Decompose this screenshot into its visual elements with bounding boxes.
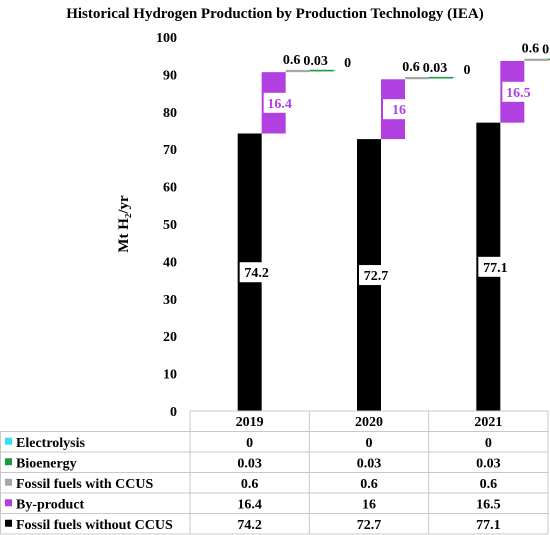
table-cell: 74.2	[237, 518, 262, 533]
data-label-by-product: 16	[392, 103, 406, 118]
chart-title: Historical Hydrogen Production by Produc…	[66, 6, 484, 22]
table-cell: 0	[366, 436, 373, 451]
table-cell: 0	[246, 436, 253, 451]
data-label-bioenergy: 0.03	[542, 43, 550, 58]
legend-label: Bioenergy	[16, 456, 77, 471]
data-label-bioenergy: 0.03	[423, 61, 448, 76]
data-label-ccus: 0.6	[522, 42, 540, 57]
data-label-box	[239, 262, 274, 283]
table-cell: 72.7	[357, 518, 382, 533]
bar-bioenergy	[309, 69, 334, 72]
data-label-ccus: 0.6	[283, 53, 301, 68]
table-cell: 0.6	[480, 477, 498, 492]
bar-electrolysis	[333, 69, 336, 71]
data-label-fossil: 77.1	[483, 261, 508, 276]
table-cell: 16.5	[476, 497, 501, 512]
data-label-ccus: 0.6	[402, 60, 420, 75]
y-tick-label: 80	[163, 106, 177, 121]
table-cell: 0.03	[237, 456, 262, 471]
data-label-fossil: 72.7	[364, 269, 389, 284]
bar-fossil-ccus	[405, 77, 429, 80]
y-tick-label: 40	[163, 255, 177, 270]
y-tick-label: 0	[170, 405, 177, 420]
bar-bioenergy	[429, 76, 453, 79]
data-label-box	[383, 99, 415, 120]
data-label-electrolysis: 0	[344, 56, 351, 71]
y-axis-label: Mt H₂/yr	[116, 195, 132, 253]
x-tick-label: 2020	[355, 415, 383, 430]
x-tick-label: 2021	[474, 415, 502, 430]
table-cell: 0.6	[241, 477, 259, 492]
bar-bioenergy	[548, 58, 550, 61]
data-label-electrolysis: 0	[464, 63, 471, 78]
data-label-box	[263, 92, 296, 113]
legend-label: Fossil fuels without CCUS	[16, 518, 173, 533]
y-tick-label: 10	[163, 368, 177, 383]
y-tick-label: 90	[163, 68, 177, 83]
data-label-by-product: 16.4	[267, 97, 292, 112]
table-cell: 0.6	[360, 477, 378, 492]
y-tick-label: 30	[163, 293, 177, 308]
data-label-bioenergy: 0.03	[303, 54, 328, 69]
data-label-box	[478, 256, 513, 277]
bar-fossil-ccus	[285, 69, 310, 73]
table-cell: 77.1	[476, 518, 501, 533]
table-cell: 0.03	[476, 456, 501, 471]
y-tick-label: 50	[163, 218, 177, 233]
data-label-by-product: 16.5	[506, 86, 531, 101]
table-cell: 16.4	[237, 497, 262, 512]
data-label-box	[502, 81, 535, 102]
legend-swatch	[5, 499, 12, 507]
y-tick-label: 20	[163, 330, 177, 345]
legend-label: Fossil fuels with CCUS	[16, 477, 154, 492]
data-label-box	[359, 265, 393, 286]
bar-electrolysis	[453, 76, 455, 78]
bar-fossil-ccus	[524, 58, 549, 61]
x-tick-label: 2019	[236, 415, 264, 430]
legend-swatch	[5, 519, 12, 527]
legend-label: By-product	[16, 497, 85, 512]
table-cell: 0	[485, 436, 492, 451]
legend-label: Electrolysis	[16, 436, 86, 451]
y-tick-label: 70	[163, 143, 177, 158]
data-label-fossil: 74.2	[244, 266, 269, 281]
legend-swatch	[5, 478, 12, 486]
y-tick-label: 60	[163, 181, 177, 196]
legend-swatch	[5, 458, 12, 466]
legend-swatch	[5, 437, 12, 445]
table-cell: 16	[362, 497, 376, 512]
table-cell: 0.03	[357, 456, 382, 471]
y-tick-label: 100	[156, 31, 177, 46]
